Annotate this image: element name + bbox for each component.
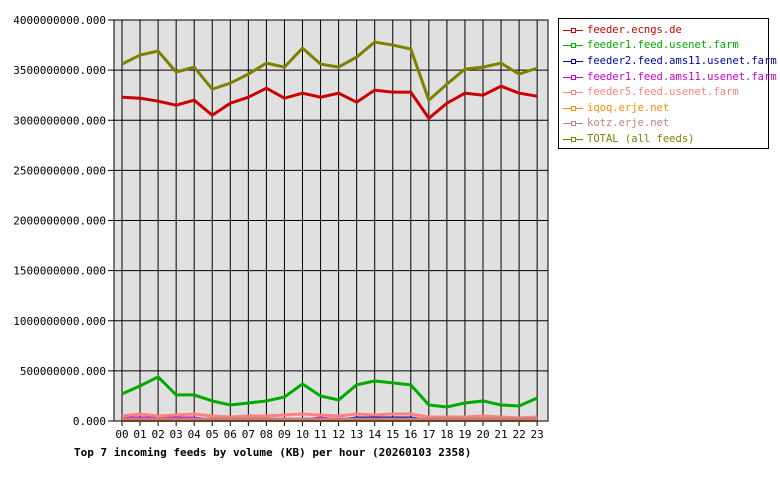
- legend-label: feeder1.feed.ams11.usenet.farm: [587, 70, 777, 83]
- x-tick-label: 22: [512, 428, 525, 441]
- x-tick-label: 05: [206, 428, 219, 441]
- legend-line-marker-icon: [563, 57, 583, 65]
- legend-item: feeder1.feed.ams11.usenet.farm: [559, 69, 777, 85]
- legend-label: feeder.ecngs.de: [587, 23, 682, 36]
- legend-line-marker-icon: [563, 104, 583, 112]
- x-tick-label: 04: [188, 428, 202, 441]
- legend-line-marker-icon: [563, 135, 583, 143]
- x-tick-label: 23: [531, 428, 544, 441]
- x-tick-label: 15: [386, 428, 399, 441]
- y-tick-label: 3500000000.000: [13, 64, 106, 77]
- legend-label: feeder1.feed.usenet.farm: [587, 39, 739, 52]
- legend-item: feeder5.feed.usenet.farm: [559, 84, 768, 100]
- y-tick-label: 2000000000.000: [13, 215, 106, 228]
- legend-item: iqoq.erje.net: [559, 100, 768, 116]
- y-tick-label: 0.000: [73, 415, 106, 428]
- x-tick-label: 18: [440, 428, 453, 441]
- x-tick-label: 17: [422, 428, 435, 441]
- legend-label: iqoq.erje.net: [587, 101, 670, 114]
- x-tick-label: 10: [296, 428, 309, 441]
- y-tick-label: 4000000000.000: [13, 14, 106, 27]
- x-tick-label: 11: [314, 428, 327, 441]
- legend-item: TOTAL (all feeds): [559, 131, 768, 147]
- legend-item: feeder1.feed.usenet.farm: [559, 38, 768, 54]
- legend-item: kotz.erje.net: [559, 116, 768, 132]
- series-line-0: [121, 84, 538, 121]
- legend-line-marker-icon: [563, 88, 583, 96]
- x-axis: 00 01 02 03 04 05 06 07 08 09 10 11 12 13 14 15 16 17 18 19…: [115, 428, 543, 441]
- y-tick-label: 3000000000.000: [13, 114, 106, 127]
- legend-item: feeder2.feed.ams11.usenet.farm: [559, 53, 777, 69]
- legend-line-marker-icon: [563, 26, 583, 34]
- plot-frame: [113, 19, 549, 422]
- y-tick-label: 2500000000.000: [13, 164, 106, 177]
- legend-label: feeder2.feed.ams11.usenet.farm: [587, 54, 777, 67]
- legend-line-marker-icon: [563, 73, 583, 81]
- series-line-1: [121, 375, 538, 409]
- x-tick-label: 20: [476, 428, 489, 441]
- y-tick-label: 500000000.000: [20, 365, 106, 378]
- x-tick-label: 12: [332, 428, 345, 441]
- x-tick-label: 03: [170, 428, 183, 441]
- series-line-4: [121, 412, 538, 420]
- series-line-7: [121, 40, 538, 103]
- chart-title: Top 7 incoming feeds by volume (KB) per …: [74, 446, 471, 459]
- series-lines: [121, 40, 538, 422]
- legend-label: kotz.erje.net: [587, 117, 670, 130]
- legend-label: TOTAL (all feeds): [587, 132, 695, 145]
- legend: feeder.ecngs.de feeder1.feed.usenet.farm f…: [558, 18, 777, 149]
- x-tick-label: 21: [494, 428, 507, 441]
- y-tick-label: 1000000000.000: [13, 315, 106, 328]
- legend-item: feeder.ecngs.de: [559, 22, 768, 38]
- x-tick-label: 07: [242, 428, 255, 441]
- x-tick-label: 01: [133, 428, 146, 441]
- x-tick-label: 19: [458, 428, 471, 441]
- x-tick-label: 14: [368, 428, 382, 441]
- x-tick-label: 13: [350, 428, 363, 441]
- x-tick-label: 16: [404, 428, 417, 441]
- y-axis: 0.000 500000000.000 1000000000.000 15000000…: [13, 14, 106, 428]
- legend-line-marker-icon: [563, 119, 583, 127]
- x-tick-label: 00: [115, 428, 128, 441]
- x-tick-label: 02: [151, 428, 164, 441]
- x-tick-label: 06: [224, 428, 237, 441]
- legend-label: feeder5.feed.usenet.farm: [587, 86, 739, 99]
- x-tick-label: 09: [278, 428, 291, 441]
- legend-line-marker-icon: [563, 41, 583, 49]
- y-tick-label: 1500000000.000: [13, 265, 106, 278]
- x-tick-label: 08: [260, 428, 273, 441]
